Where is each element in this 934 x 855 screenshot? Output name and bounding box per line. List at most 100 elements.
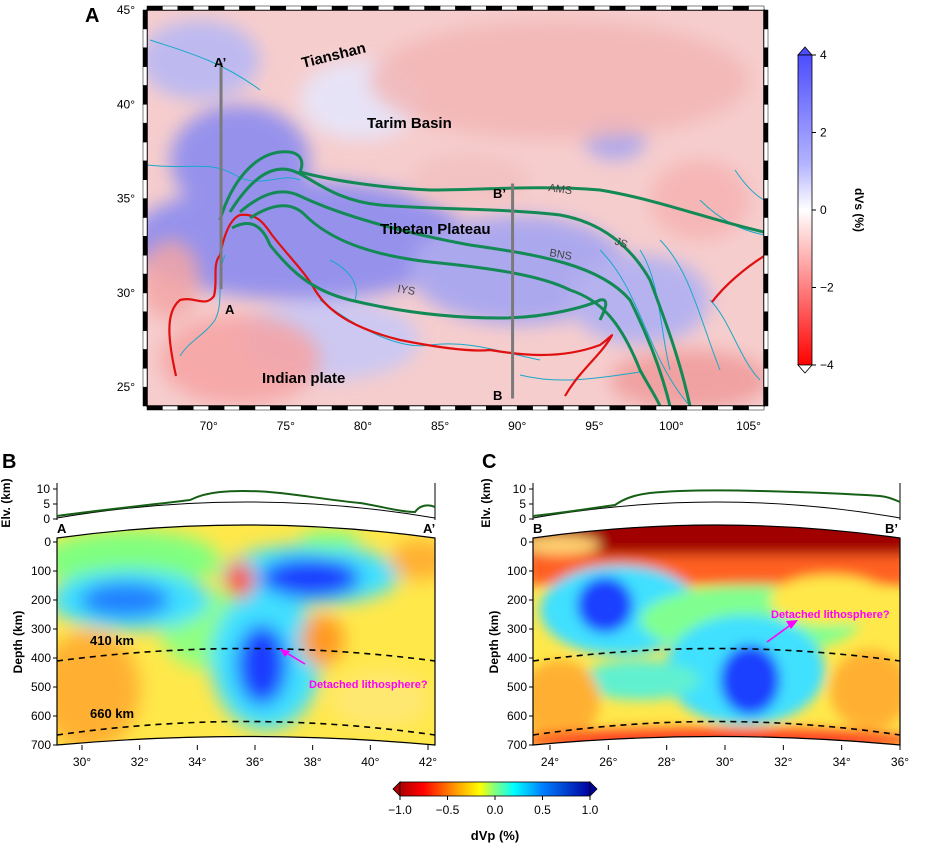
map-frame-segment (763, 179, 769, 199)
map-frame-segment (177, 5, 194, 11)
map-frame-segment (763, 66, 769, 86)
map-frame-segment (347, 405, 364, 411)
map-lon-tick-label: 85° (431, 419, 449, 433)
map-lon-tick-label: 105° (736, 419, 761, 433)
dvs-tick-label: 2 (820, 126, 827, 140)
label-b: B (493, 388, 502, 403)
map-frame-segment (732, 405, 749, 411)
map-frame-segment (424, 5, 441, 11)
map-frame-segment (594, 405, 611, 411)
map-frame-segment (393, 5, 410, 11)
dvp-colorbar: −1.0 −0.5 0.0 0.5 1.0 dVp (%) (388, 781, 599, 843)
map-frame-segment (763, 349, 769, 369)
map-frame-segment (316, 405, 333, 411)
dvs-tick-label: 0 (820, 203, 827, 217)
map-frame-segment (208, 405, 225, 411)
label-660-km: 660 km (90, 706, 134, 721)
map-frame-segment (142, 236, 148, 256)
map-frame-segment (624, 405, 641, 411)
map-frame-segment (763, 9, 769, 30)
depth-tick-label: 100 (31, 564, 51, 578)
map-frame-segment (609, 5, 626, 11)
map-frame-segment (193, 5, 209, 11)
map-frame-segment (142, 66, 148, 86)
elevation-tick-label: 0 (519, 512, 526, 526)
map-lon-tick-label: 80° (354, 419, 372, 433)
map-frame-segment (142, 254, 148, 275)
map-frame-segment (470, 405, 487, 411)
map-frame-segment (455, 405, 472, 411)
dvp-tick-label: 1.0 (582, 803, 599, 817)
map-frame-segment (439, 405, 456, 411)
depth-tick-label: 200 (31, 593, 51, 607)
panel-label-b: B (2, 451, 16, 473)
map-frame-segment (177, 405, 194, 411)
map-frame-segment (142, 141, 148, 162)
map-frame-segment (717, 405, 734, 411)
dvs-tick-label: −4 (820, 358, 834, 372)
section-lat-tick-label: 34° (188, 755, 206, 769)
depth-tick-label: 300 (31, 622, 51, 636)
map-frame-segment (285, 405, 302, 411)
map-frame-segment (763, 141, 769, 162)
map-frame-segment (624, 5, 641, 11)
map-frame-segment (763, 28, 769, 48)
map-frame-segment (763, 47, 769, 67)
map-frame-segment (239, 5, 256, 11)
map-frame-segment (686, 405, 703, 411)
map-frame-segment (748, 5, 765, 11)
depth-tick-label: 500 (507, 680, 527, 694)
map-frame-segment (142, 85, 148, 105)
map-frame-segment (162, 5, 179, 11)
label-tarim-basin: Tarim Basin (367, 115, 452, 132)
map-frame-segment (408, 405, 425, 411)
map-frame-segment (142, 122, 148, 143)
map-frame-segment (316, 5, 333, 11)
map-frame-segment (640, 5, 657, 11)
section-lat-tick-label: 34° (833, 755, 851, 769)
dvp-tick-label: −1.0 (388, 803, 412, 817)
map-frame-segment (142, 273, 148, 294)
map-frame-segment (254, 405, 271, 411)
label-tibetan-plateau: Tibetan Plateau (380, 221, 491, 238)
dvp-tick-label: 0.0 (487, 803, 504, 817)
map-frame-segment (142, 349, 148, 369)
label-b-prime: B’ (493, 186, 506, 201)
map-frame-segment (732, 5, 749, 11)
map-frame-segment (270, 405, 287, 411)
map-frame-segment (301, 405, 317, 411)
map-frame-segment (686, 5, 703, 11)
map-frame-segment (671, 405, 688, 411)
section-c-start: B (533, 521, 542, 536)
map-frame-segment (763, 217, 769, 237)
section-lat-tick-label: 32° (774, 755, 792, 769)
map-lat-tick-label: 40° (117, 97, 135, 111)
depth-axis-label-b: Depth (km) (11, 611, 25, 674)
section-lat-tick-label: 42° (419, 755, 437, 769)
map-lon-tick-label: 75° (277, 419, 295, 433)
discontinuity-410 (56, 647, 436, 662)
map-frame-segment (578, 405, 595, 411)
section-lat-tick-label: 30° (73, 755, 91, 769)
depth-tick-label: 700 (507, 738, 527, 752)
map-frame-segment (378, 5, 395, 11)
map-lat-tick-label: 25° (117, 380, 135, 394)
depth-tick-label: 600 (507, 709, 527, 723)
map-frame-segment (142, 160, 148, 180)
map-frame-segment (763, 311, 769, 331)
map-frame-segment (142, 9, 148, 30)
map-frame-segment (763, 122, 769, 143)
map-frame-segment (578, 5, 595, 11)
map-lon-tick-label: 95° (585, 419, 603, 433)
map-frame-segment (763, 236, 769, 256)
label-js: JS (613, 236, 629, 252)
label-a: A (225, 302, 235, 317)
depth-tick-label: 400 (507, 651, 527, 665)
map-frame-segment (208, 5, 225, 11)
elevation-tick-label: 0 (43, 512, 50, 526)
map-frame-segment (270, 5, 287, 11)
depth-tick-label: 400 (31, 651, 51, 665)
map-frame-segment (142, 198, 148, 218)
